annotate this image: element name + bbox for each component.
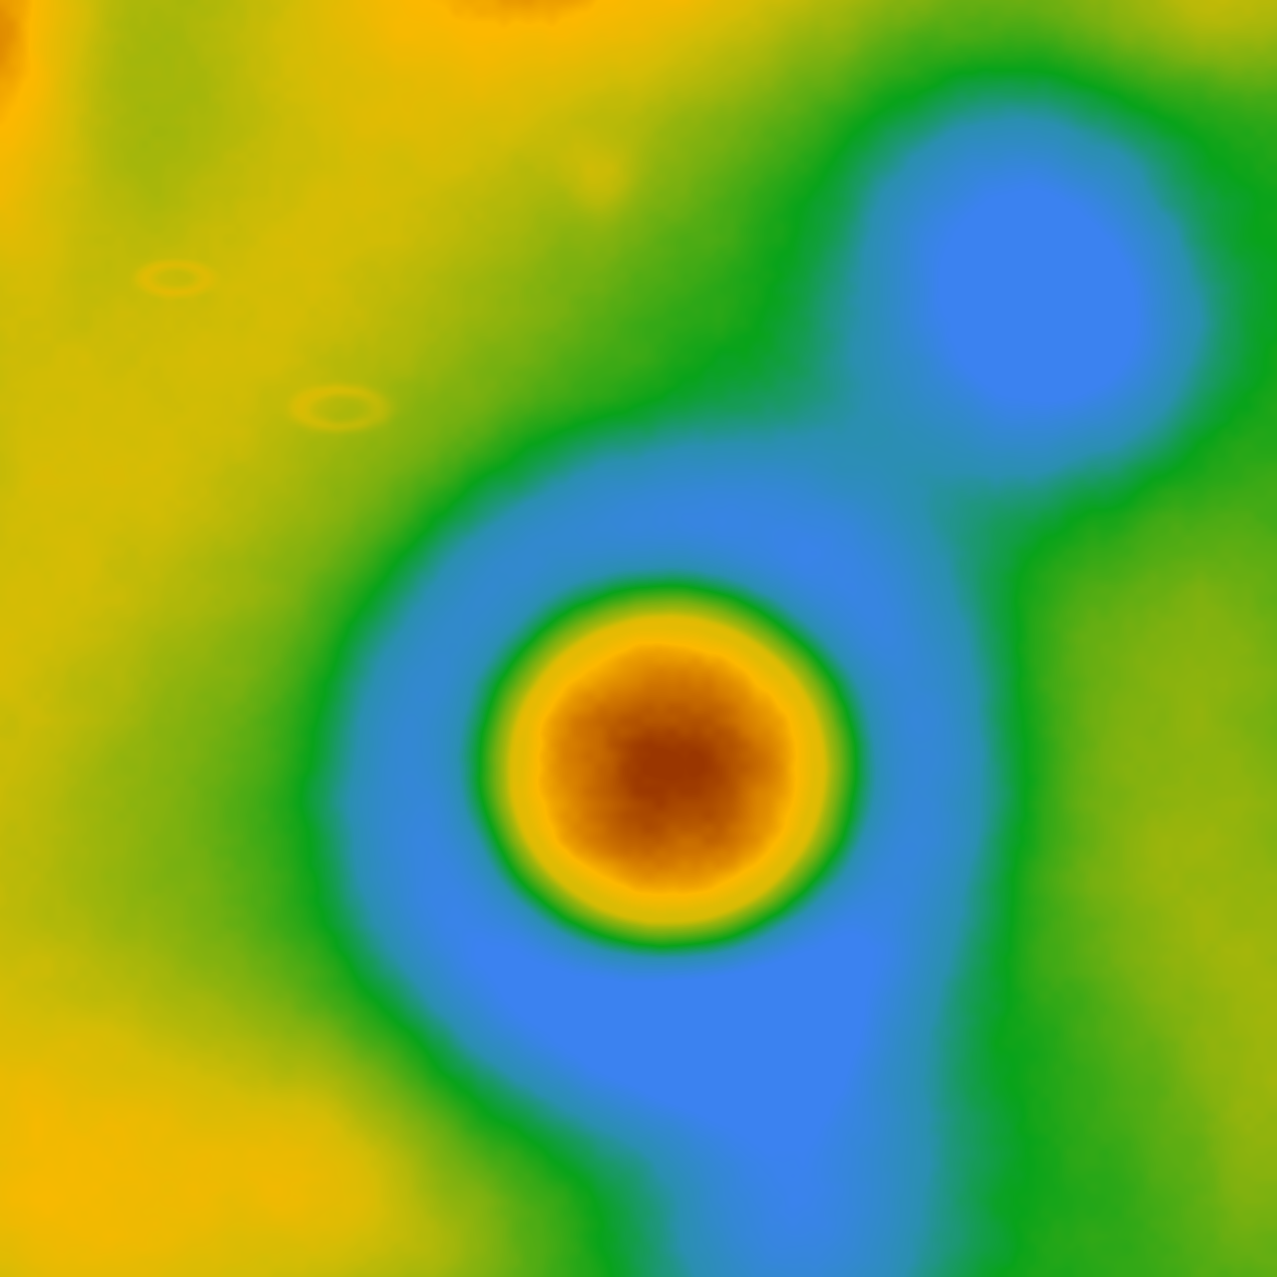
- elevation-map[interactable]: [0, 0, 1277, 1277]
- map-viewport[interactable]: [0, 0, 1277, 1277]
